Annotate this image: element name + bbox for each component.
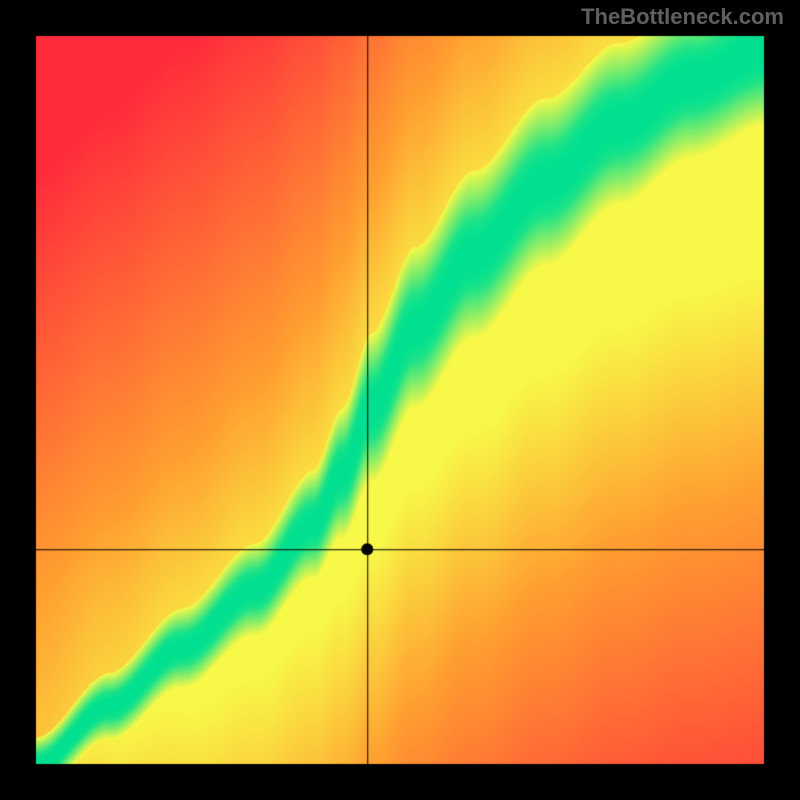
chart-container: TheBottleneck.com xyxy=(0,0,800,800)
bottleneck-heatmap-canvas xyxy=(0,0,800,800)
watermark-text: TheBottleneck.com xyxy=(581,4,784,30)
